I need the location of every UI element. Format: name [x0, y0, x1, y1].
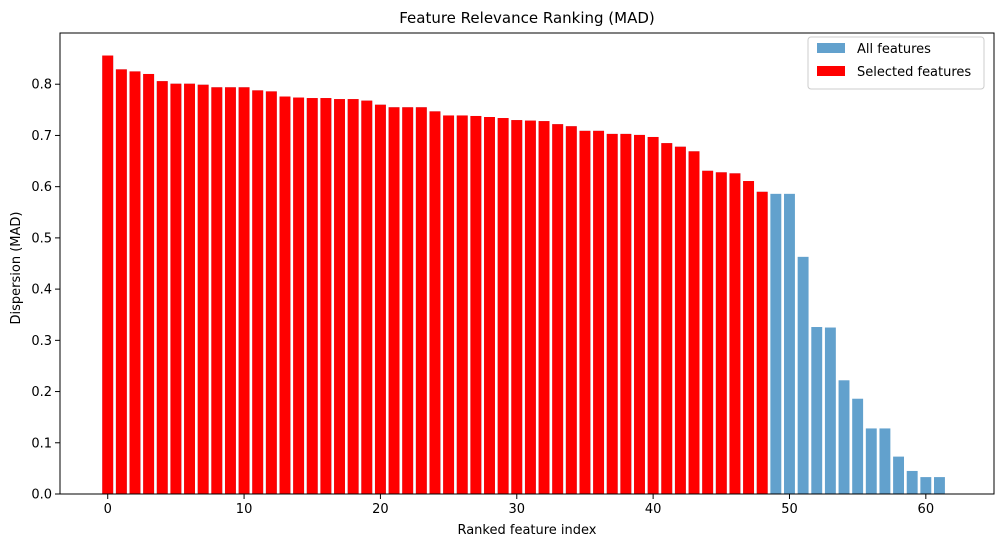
- x-tick-label-40: 40: [645, 502, 662, 517]
- bars-group: [102, 55, 945, 495]
- x-tick-label-30: 30: [509, 502, 526, 517]
- y-tick-label-0.3: 0.3: [31, 334, 52, 349]
- bar-selected-feature-42: [674, 146, 686, 495]
- bar-selected-feature-21: [388, 107, 400, 495]
- legend-swatch-all-features: [817, 43, 845, 53]
- bar-selected-feature-20: [374, 104, 386, 494]
- x-tick-label-60: 60: [918, 502, 935, 517]
- bar-selected-feature-1: [115, 69, 127, 495]
- bar-selected-feature-17: [334, 99, 345, 495]
- x-tick-label-0: 0: [104, 502, 112, 517]
- bar-all-feature-49: [770, 193, 782, 495]
- bar-selected-feature-44: [702, 170, 714, 494]
- bar-selected-feature-48: [756, 191, 768, 495]
- bar-selected-feature-16: [320, 98, 332, 495]
- bar-selected-feature-24: [429, 111, 441, 495]
- bar-all-feature-50: [784, 193, 795, 495]
- bar-selected-feature-19: [361, 100, 373, 494]
- ticks-group: 0 10 20 30 40 50 60 0.0 0.1 0.2 0.3 0.4 0.5 0.6 0.7 0.8: [31, 78, 934, 517]
- y-tick-label-0.2: 0.2: [31, 385, 52, 400]
- bar-selected-feature-9: [224, 87, 236, 494]
- bar-all-feature-59: [906, 470, 918, 494]
- bar-selected-feature-31: [524, 120, 536, 494]
- bar-selected-feature-13: [279, 96, 291, 494]
- bar-all-feature-53: [824, 327, 836, 494]
- bar-selected-feature-26: [456, 115, 468, 495]
- bar-all-feature-55: [852, 398, 864, 494]
- bar-selected-feature-35: [579, 130, 591, 494]
- bar-selected-feature-7: [197, 84, 209, 495]
- y-tick-label-0.5: 0.5: [31, 231, 52, 246]
- bar-selected-feature-47: [743, 181, 755, 494]
- bar-selected-feature-37: [606, 133, 618, 494]
- bar-selected-feature-45: [715, 172, 727, 494]
- bar-selected-feature-11: [252, 90, 264, 494]
- bar-all-feature-54: [838, 380, 850, 494]
- bar-all-feature-58: [893, 456, 905, 494]
- bar-selected-feature-22: [402, 107, 414, 495]
- bar-selected-feature-23: [415, 107, 427, 495]
- bar-selected-feature-40: [647, 136, 659, 494]
- bar-all-feature-51: [797, 256, 809, 494]
- chart-title: Feature Relevance Ranking (MAD): [399, 9, 655, 27]
- bar-selected-feature-27: [470, 115, 482, 494]
- bar-selected-feature-46: [729, 173, 741, 495]
- y-tick-label-0.7: 0.7: [31, 129, 52, 144]
- legend: All features Selected features: [807, 36, 985, 90]
- bar-selected-feature-28: [484, 117, 495, 494]
- y-tick-label-0.6: 0.6: [31, 180, 52, 195]
- x-tick-label-50: 50: [781, 502, 798, 517]
- bar-selected-feature-0: [102, 55, 114, 494]
- y-tick-label-0.4: 0.4: [31, 283, 52, 298]
- bar-all-feature-60: [920, 477, 932, 494]
- legend-swatch-selected-features: [817, 66, 845, 76]
- legend-box: [807, 36, 985, 90]
- bar-selected-feature-29: [497, 118, 509, 494]
- bar-selected-feature-25: [443, 115, 455, 495]
- bar-selected-feature-6: [184, 83, 195, 495]
- bar-selected-feature-39: [634, 134, 645, 494]
- x-axis-label: Ranked feature index: [457, 523, 596, 538]
- bar-selected-feature-33: [552, 124, 564, 495]
- bar-selected-feature-15: [306, 98, 318, 495]
- bar-selected-feature-43: [688, 151, 700, 494]
- y-axis-label: Dispersion (MAD): [9, 212, 24, 325]
- bar-selected-feature-8: [211, 87, 223, 494]
- bar-selected-feature-41: [661, 143, 673, 494]
- bar-selected-feature-5: [170, 83, 182, 495]
- x-tick-label-20: 20: [372, 502, 389, 517]
- bar-selected-feature-34: [565, 126, 577, 495]
- bar-selected-feature-2: [129, 71, 141, 495]
- bar-selected-feature-18: [347, 99, 359, 495]
- bar-all-feature-61: [934, 477, 945, 494]
- bar-selected-feature-12: [265, 91, 277, 494]
- bar-selected-feature-3: [143, 73, 155, 494]
- legend-label-all-features: All features: [857, 42, 931, 57]
- bar-selected-feature-32: [538, 121, 550, 494]
- bar-selected-feature-38: [620, 133, 632, 494]
- bar-selected-feature-10: [238, 87, 250, 494]
- bar-selected-feature-30: [511, 120, 523, 495]
- bar-selected-feature-4: [156, 81, 168, 494]
- bar-selected-feature-36: [593, 130, 605, 494]
- y-tick-label-0.8: 0.8: [31, 78, 52, 93]
- axes-frame: [59, 32, 995, 495]
- bar-all-feature-52: [811, 327, 823, 494]
- legend-label-selected-features: Selected features: [857, 65, 971, 80]
- bar-selected-feature-14: [293, 97, 305, 494]
- bar-all-feature-57: [879, 428, 891, 494]
- y-tick-label-0.1: 0.1: [31, 436, 52, 451]
- x-tick-label-10: 10: [236, 502, 253, 517]
- y-tick-label-0.0: 0.0: [31, 488, 52, 503]
- bar-all-feature-56: [865, 428, 877, 494]
